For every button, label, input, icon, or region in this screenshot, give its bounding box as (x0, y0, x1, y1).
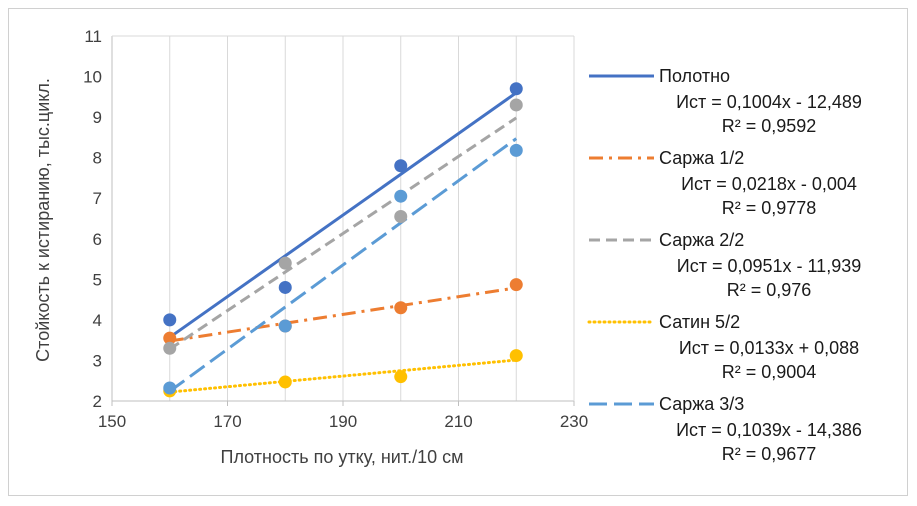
x-tick-label: 190 (329, 412, 357, 431)
y-tick-label: 2 (93, 392, 102, 411)
data-point-series-4 (278, 375, 292, 389)
data-point-series-3 (394, 209, 408, 223)
legend: Полотно Ист = 0,1004x - 12,489 R² = 0,9592… (587, 66, 862, 464)
legend-series-name: Саржа 1/2 (659, 148, 744, 168)
trendline-r-squared: R² = 0,9004 (722, 362, 817, 382)
data-point-series-1 (163, 313, 177, 327)
y-axis-title: Стойкость к истиранию, тыс.цикл. (33, 78, 53, 362)
chart-frame: 150 170 190 210 230 2 3 4 5 6 7 8 9 10 11 Плотность по… (8, 8, 908, 496)
abrasion-resistance-chart: 150 170 190 210 230 2 3 4 5 6 7 8 9 10 11 Плотность по… (33, 27, 862, 467)
trendline-r-squared: R² = 0,9677 (722, 444, 817, 464)
x-tick-label: 170 (213, 412, 241, 431)
data-points (163, 82, 523, 398)
trendline-series-4 (168, 358, 518, 394)
trendline-equation: Ист = 0,0133x + 0,088 (679, 338, 859, 358)
data-point-series-5 (509, 143, 523, 157)
y-tick-label: 10 (83, 68, 102, 87)
trendlines (168, 91, 518, 394)
data-point-series-2 (394, 301, 408, 315)
data-point-series-5 (278, 319, 292, 333)
trendline-series-3 (168, 116, 518, 351)
plot-grid (169, 36, 517, 401)
data-point-series-3 (509, 98, 523, 112)
y-tick-label: 8 (93, 149, 102, 168)
y-tick-label: 6 (93, 230, 102, 249)
data-point-series-1 (394, 159, 408, 173)
x-tick-label: 230 (560, 412, 588, 431)
y-tick-label: 3 (93, 351, 102, 370)
data-point-series-2 (509, 278, 523, 292)
trendline-r-squared: R² = 0,9592 (722, 116, 817, 136)
trendline-equation: Ист = 0,0218x - 0,004 (681, 174, 857, 194)
data-point-series-5 (394, 189, 408, 203)
legend-series-name: Полотно (659, 66, 730, 86)
data-point-series-4 (394, 370, 408, 384)
trendline-series-1 (168, 91, 518, 339)
data-point-series-3 (278, 256, 292, 270)
y-tick-label: 5 (93, 270, 102, 289)
legend-series-name: Саржа 3/3 (659, 394, 744, 414)
trendline-series-5 (168, 137, 518, 393)
data-point-series-1 (509, 82, 523, 96)
x-tick-label: 210 (444, 412, 472, 431)
data-point-series-3 (163, 341, 177, 355)
data-point-series-5 (163, 381, 177, 395)
data-point-series-4 (509, 349, 523, 363)
trendline-equation: Ист = 0,1004x - 12,489 (676, 92, 862, 112)
x-tick-label: 150 (98, 412, 126, 431)
tick-labels: 150 170 190 210 230 2 3 4 5 6 7 8 9 10 11 (83, 27, 588, 431)
trendline-r-squared: R² = 0,976 (727, 280, 812, 300)
plot-axes (111, 35, 575, 402)
legend-series-name: Сатин 5/2 (659, 312, 740, 332)
trendline-r-squared: R² = 0,9778 (722, 198, 817, 218)
data-point-series-1 (278, 280, 292, 294)
legend-series-name: Саржа 2/2 (659, 230, 744, 250)
y-tick-label: 4 (93, 311, 102, 330)
trendline-equation: Ист = 0,0951x - 11,939 (677, 256, 861, 276)
x-axis-title: Плотность по утку, нит./10 см (221, 447, 464, 467)
trendline-series-2 (169, 286, 517, 343)
y-tick-label: 7 (93, 189, 102, 208)
data-point-series-2 (163, 331, 177, 345)
y-tick-label: 11 (84, 27, 102, 46)
y-tick-label: 9 (93, 108, 102, 127)
trendline-equation: Ист = 0,1039x - 14,386 (676, 420, 862, 440)
